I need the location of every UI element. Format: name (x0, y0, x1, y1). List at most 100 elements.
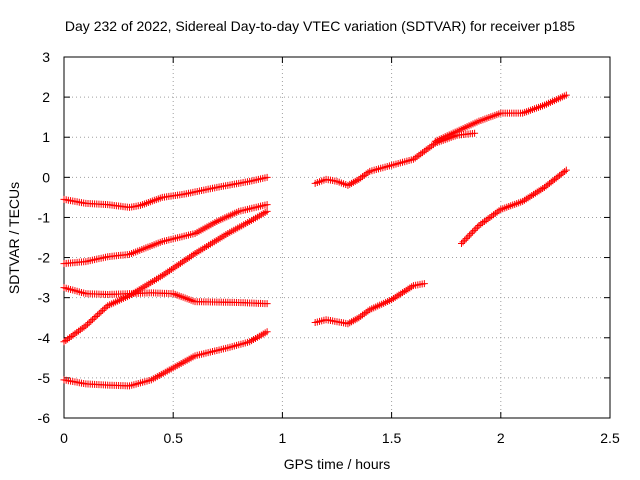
data-point-marker (486, 213, 494, 221)
data-point-marker (479, 219, 487, 227)
x-tick-label: 1.5 (382, 430, 402, 446)
data-point-marker (173, 262, 181, 270)
data-point-marker (467, 230, 475, 238)
data-point-marker (97, 308, 105, 316)
axis-frame (63, 56, 611, 419)
data-point-marker (164, 268, 172, 276)
y-tick-label: 1 (42, 129, 50, 145)
x-axis-label: GPS time / hours (283, 456, 391, 472)
data-point-marker (362, 170, 370, 178)
data-point-marker (391, 293, 399, 301)
data-point-marker (176, 259, 184, 267)
chart-title: Day 232 of 2022, Sidereal Day-to-day VTE… (64, 18, 576, 34)
data-point-marker (162, 269, 170, 277)
data-point-marker (353, 315, 361, 323)
data-point-marker (408, 283, 416, 291)
data-point-marker (524, 194, 532, 202)
data-point-marker (76, 326, 84, 334)
data-point-marker (189, 251, 197, 259)
x-tick-label: 0 (60, 430, 68, 446)
data-point-marker (67, 332, 75, 340)
data-point-marker (346, 319, 354, 327)
data-point-marker (100, 305, 108, 313)
y-tick-label: -3 (38, 290, 51, 306)
y-tick-label: 2 (42, 89, 50, 105)
data-point-marker (357, 312, 365, 320)
data-point-marker (420, 280, 428, 288)
data-point-marker (477, 220, 485, 228)
data-point-marker (472, 225, 480, 233)
data-point-marker (171, 263, 179, 271)
data-point-marker (160, 270, 168, 278)
x-tick-label: 2 (497, 430, 505, 446)
data-point-marker (389, 295, 397, 303)
data-point-marker (348, 179, 356, 187)
data-point-marker (362, 308, 370, 316)
data-point-marker (395, 291, 403, 299)
data-point-marker (457, 240, 465, 248)
data-point-marker (422, 146, 430, 154)
data-point-marker (344, 320, 352, 328)
data-point-marker (353, 176, 361, 184)
data-point-marker (522, 195, 530, 203)
data-point-marker (348, 318, 356, 326)
data-point-marker (346, 180, 354, 188)
data-point-marker (349, 178, 357, 186)
data-point-marker (533, 188, 541, 196)
data-point-marker (344, 181, 352, 189)
data-point-marker (180, 257, 188, 265)
data-point-marker (415, 151, 423, 159)
data-point-marker (528, 192, 536, 200)
data-point-marker (530, 190, 538, 198)
data-point-marker (404, 285, 412, 293)
data-point-marker (263, 300, 271, 308)
data-point-marker (84, 320, 92, 328)
data-point-marker (470, 226, 478, 234)
series-track-9 (457, 166, 570, 248)
tick-layer: 0 0.5 1 1.5 2 2.5 -6 -5 -4 -3 -2 -1 0 1 2 3 (38, 49, 620, 446)
data-point-marker (493, 208, 501, 216)
data-point-marker (419, 149, 427, 157)
data-point-marker (535, 187, 543, 195)
series-track-3 (60, 284, 271, 308)
series-track-1 (60, 173, 271, 211)
data-point-marker (187, 252, 195, 260)
data-point-marker (420, 147, 428, 155)
data-point-marker (488, 212, 496, 220)
data-point-marker (537, 186, 545, 194)
data-point-marker (89, 316, 97, 324)
data-point-marker (364, 169, 372, 177)
data-point-marker (490, 211, 498, 219)
data-point-marker (459, 238, 467, 246)
data-point-marker (413, 153, 421, 161)
data-point-marker (462, 235, 470, 243)
data-point-marker (65, 334, 73, 342)
data-point-marker (406, 284, 414, 292)
y-tick-label: -4 (38, 330, 51, 346)
data-point-marker (169, 264, 177, 272)
y-tick-label: -2 (38, 250, 51, 266)
series-track-8 (431, 91, 570, 145)
data-point-marker (360, 310, 368, 318)
data-point-marker (62, 336, 70, 344)
data-point-marker (71, 330, 79, 338)
data-point-marker (69, 331, 77, 339)
x-tick-label: 2.5 (600, 430, 620, 446)
series-layer (60, 91, 570, 390)
data-point-marker (102, 303, 110, 311)
series-track-7 (311, 280, 428, 328)
data-point-marker (166, 267, 174, 275)
data-point-marker (263, 173, 271, 181)
data-point-marker (388, 296, 396, 304)
data-point-marker (75, 327, 83, 335)
data-point-marker (94, 311, 102, 319)
data-point-marker (411, 154, 419, 162)
data-point-marker (90, 314, 98, 322)
y-tick-label: -6 (38, 410, 51, 426)
y-axis-label: SDTVAR / TECUs (6, 181, 22, 295)
data-point-marker (402, 286, 410, 294)
data-point-marker (461, 236, 469, 244)
data-point-marker (426, 143, 434, 151)
data-point-marker (82, 322, 90, 330)
data-point-marker (562, 166, 570, 174)
